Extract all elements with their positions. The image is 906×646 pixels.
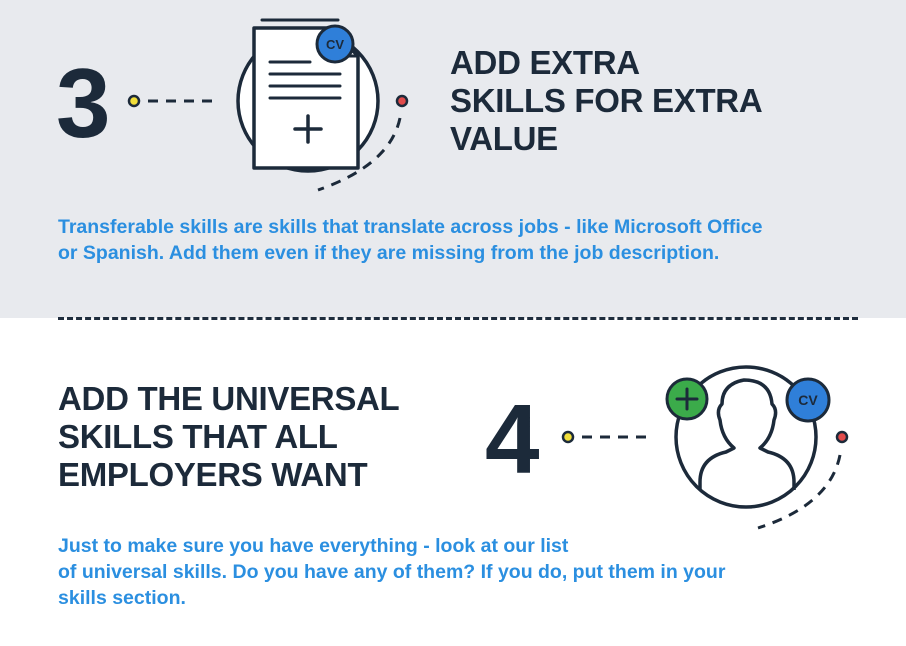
step-3-description: Transferable skills are skills that tran… <box>58 214 858 266</box>
step-4-heading-line: EMPLOYERS WANT <box>58 456 368 493</box>
step-3-number: 3 <box>56 48 110 158</box>
step-3-heading-line: VALUE <box>450 120 558 157</box>
section-divider <box>58 317 858 320</box>
step-3-heading-line: SKILLS FOR EXTRA <box>450 82 763 119</box>
step-3-description-line: Transferable skills are skills that tran… <box>58 216 763 238</box>
step-4-heading-line: ADD THE UNIVERSAL <box>58 380 400 417</box>
step-3-heading: ADD EXTRA SKILLS FOR EXTRA VALUE <box>450 44 850 158</box>
step-4-description-line: skills section. <box>58 587 186 609</box>
step-4-description-line: of universal skills. Do you have any of … <box>58 561 726 583</box>
step-4-heading-line: SKILLS THAT ALL <box>58 418 338 455</box>
step-4-description: Just to make sure you have everything - … <box>58 533 878 611</box>
step-3-heading-line: ADD EXTRA <box>450 44 640 81</box>
step-4-description-line: Just to make sure you have everything - … <box>58 535 569 557</box>
step-3-description-line: or Spanish. Add them even if they are mi… <box>58 242 720 264</box>
step-4-number: 4 <box>485 384 539 494</box>
step-4-heading: ADD THE UNIVERSAL SKILLS THAT ALL EMPLOY… <box>58 380 478 494</box>
step-3-section <box>0 0 906 318</box>
